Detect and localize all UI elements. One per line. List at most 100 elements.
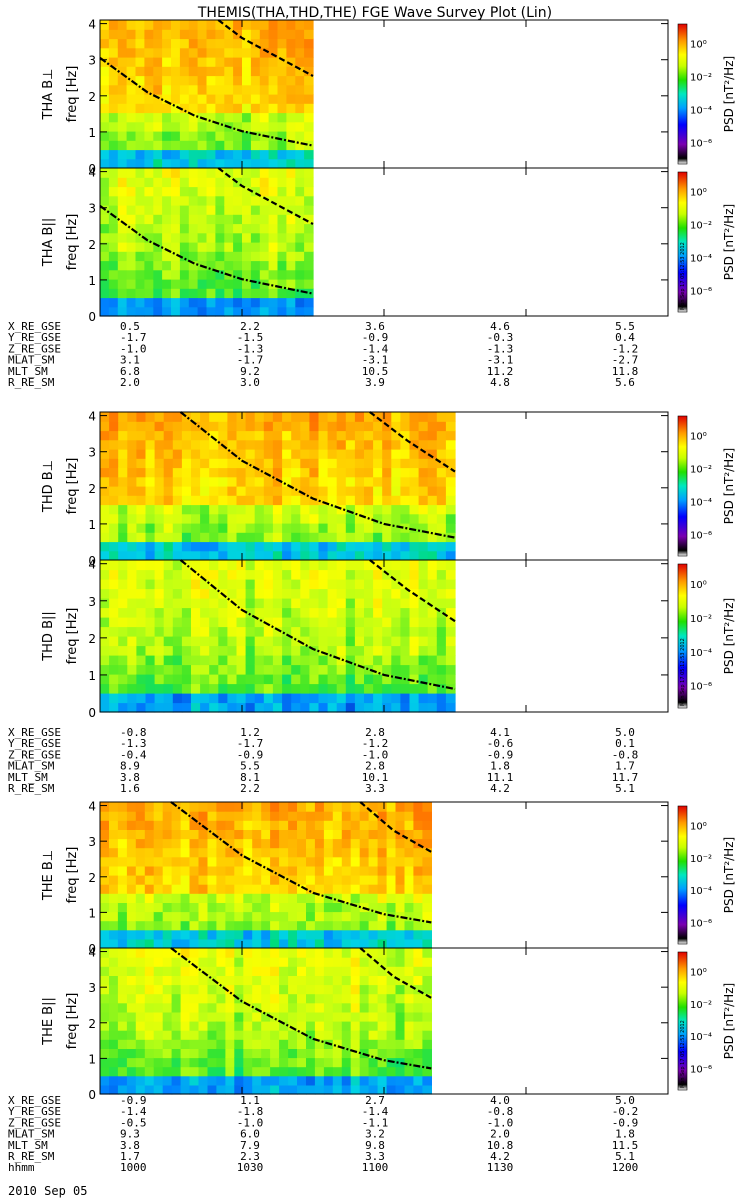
spectrogram-cell (341, 993, 352, 1004)
spectrogram-cell (254, 636, 265, 647)
spectrogram-cell (400, 458, 411, 469)
spectrogram-cell (163, 683, 174, 694)
spectrogram-cell (306, 1039, 316, 1049)
spectrogram-cell (377, 938, 388, 949)
spectrogram-cell (200, 458, 210, 469)
spectrogram-cell (245, 607, 256, 618)
spectrogram-cell (418, 588, 429, 599)
spectrogram-cell (404, 993, 415, 1004)
spectrogram-cell (327, 598, 338, 609)
spectrogram-cell (172, 476, 183, 487)
spectrogram-cell (227, 655, 238, 666)
spectrogram-cell (297, 993, 307, 1004)
spectrogram-cell (245, 588, 256, 599)
spectrogram-cell (118, 579, 128, 590)
spectrogram-cell (413, 975, 423, 986)
spectrogram-cell (436, 560, 447, 571)
spectrogram-cell (135, 847, 146, 858)
spectrogram-cell (391, 607, 401, 618)
spectrogram-cell (145, 412, 156, 422)
spectrogram-cell (197, 205, 208, 215)
spectrogram-cell (250, 149, 261, 160)
spectrogram-cell (198, 1030, 209, 1040)
spectrogram-cell (445, 430, 456, 441)
orbit-row-value: -0.5 (120, 1116, 147, 1129)
spectrogram-cell (413, 1066, 423, 1077)
spectrogram-cell (436, 513, 447, 524)
spectrogram-cell (245, 645, 256, 656)
spectrogram-cell (252, 884, 262, 894)
dashed-frequency-curve (359, 947, 432, 999)
spectrogram-cell (163, 664, 174, 675)
colorbar-tick-label: 10⁻⁴ (690, 497, 712, 508)
spectrogram-cell (272, 458, 283, 469)
spectrogram-cell (395, 1030, 406, 1040)
spectrogram-cell (391, 702, 401, 713)
spectrogram-cell (268, 75, 279, 86)
spectrogram-cell (263, 569, 274, 580)
spectrogram-cell (400, 504, 411, 515)
orbit-row-value: -0.8 (487, 1105, 514, 1118)
spectrogram-cell (306, 802, 316, 812)
spectrogram-cell (172, 626, 183, 637)
spectrogram-cell (427, 449, 438, 459)
spectrogram-cell (135, 47, 145, 58)
spectrogram-cell (234, 911, 244, 922)
spectrogram-cell (277, 214, 287, 225)
spectrogram-cell (261, 1021, 271, 1031)
spectrogram-cell (234, 957, 244, 967)
spectrogram-cell (100, 47, 110, 58)
spectrogram-cell (268, 205, 279, 215)
spectrogram-cell (117, 131, 128, 141)
spectrogram-cell (218, 560, 228, 571)
spectrogram-cell (306, 920, 316, 931)
spectrogram-cell (198, 975, 209, 986)
spectrogram-cell (377, 957, 388, 967)
spectrogram-cell (227, 645, 238, 656)
spectrogram-cell (209, 430, 219, 441)
spectrogram-cell (318, 683, 329, 694)
spectrogram-cell (243, 829, 253, 840)
spectrogram-cell (227, 664, 238, 675)
spectrogram-cell (225, 966, 235, 976)
spectrogram-cell (404, 1002, 415, 1013)
spectrogram-cell (252, 1030, 262, 1040)
spectrogram-cell (100, 458, 110, 469)
spectrogram-cell (117, 94, 128, 104)
spectrogram-cell (188, 112, 199, 123)
spectrogram-cell (234, 1057, 244, 1068)
spectrogram-cell (108, 47, 119, 58)
spectrogram-cell (252, 1011, 262, 1022)
spectrogram-cell (126, 297, 137, 308)
spectrogram-cell (171, 279, 181, 289)
spectrogram-cell (198, 948, 209, 958)
spectrogram-cell (297, 1066, 307, 1077)
spectrogram-cell (306, 856, 316, 867)
spectrogram-cell (254, 702, 265, 713)
spectrogram-cell (236, 504, 247, 515)
spectrogram-cell (215, 288, 225, 299)
spectrogram-cell (127, 588, 137, 599)
spectrogram-cell (180, 957, 191, 967)
spectrogram-cell (314, 1021, 325, 1031)
spectrogram-cell (318, 607, 329, 618)
spectrogram-cell (135, 1057, 146, 1068)
spectrogram-cell (236, 626, 247, 637)
spectrogram-cell (272, 467, 283, 478)
spectrogram-cell (445, 617, 456, 628)
spectrogram-cell (179, 112, 190, 123)
spectrogram-cell (100, 232, 110, 243)
colorbar-tick-label: 10⁻² (690, 465, 712, 476)
spectrogram-cell (234, 802, 244, 812)
spectrogram-cell (100, 626, 110, 637)
spectrogram-cell (304, 158, 314, 169)
spectrogram-cell (145, 421, 156, 432)
spectrogram-cell (162, 966, 173, 976)
spectrogram-cell (295, 279, 305, 289)
spectrogram-cell (297, 847, 307, 858)
colorbar-tick-label: 10⁻² (690, 1000, 712, 1011)
spectrogram-cell (236, 636, 247, 647)
spectrogram-cell (364, 636, 374, 647)
spectrogram-cell (297, 957, 307, 967)
spectrogram-cell (206, 75, 216, 86)
